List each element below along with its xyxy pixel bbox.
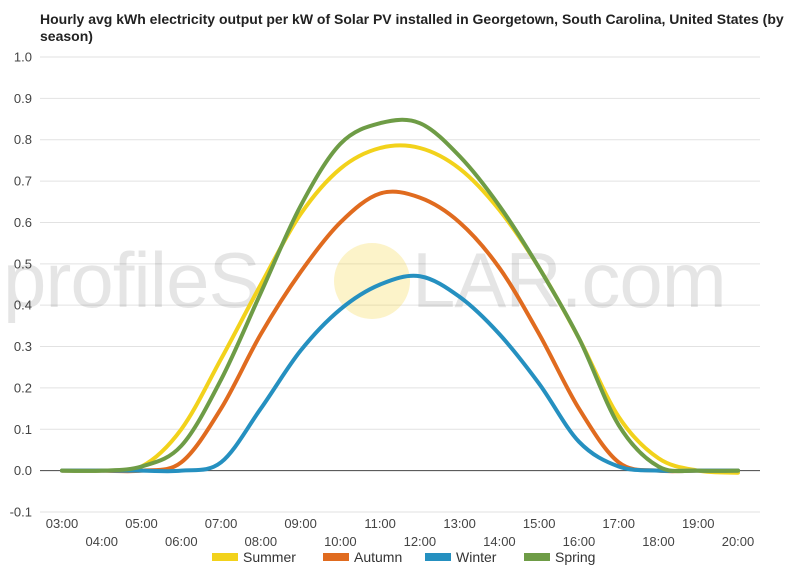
x-tick-label: 03:00 <box>46 516 79 531</box>
legend-swatch-winter <box>425 553 451 561</box>
x-tick-label: 06:00 <box>165 534 198 549</box>
legend-label-summer: Summer <box>243 549 296 565</box>
y-tick-label: 0.8 <box>14 132 32 147</box>
x-tick-label: 13:00 <box>443 516 476 531</box>
y-tick-label: 0.2 <box>14 380 32 395</box>
x-tick-label: 11:00 <box>364 516 396 531</box>
x-tick-label: 12:00 <box>404 534 437 549</box>
series-line-autumn <box>60 189 740 474</box>
series-line-summer <box>60 143 740 475</box>
x-tick-label: 05:00 <box>125 516 158 531</box>
y-tick-label: 0.1 <box>14 422 32 437</box>
series-line-winter <box>60 273 740 474</box>
y-tick-label: 0.9 <box>14 91 32 106</box>
x-tick-label: 04:00 <box>85 534 118 549</box>
x-tick-label: 09:00 <box>284 516 317 531</box>
y-tick-label: 0.4 <box>14 298 32 313</box>
legend-label-spring: Spring <box>555 549 595 565</box>
series-lines <box>60 117 740 475</box>
watermark: profileS LAR.com <box>3 236 727 324</box>
y-axis-ticks: 1.0 0.9 0.8 0.7 0.6 0.5 0.4 0.3 0.2 0.1 0.0 -0.1 <box>10 50 32 520</box>
y-tick-label: 0.5 <box>14 256 32 271</box>
x-tick-label: 18:00 <box>642 534 675 549</box>
x-tick-label: 15:00 <box>523 516 556 531</box>
x-tick-label: 10:00 <box>324 534 357 549</box>
legend-label-winter: Winter <box>456 549 497 565</box>
x-tick-label: 20:00 <box>722 534 755 549</box>
y-tick-label: 0.3 <box>14 339 32 354</box>
x-tick-label: 14:00 <box>483 534 516 549</box>
y-tick-label: 0.0 <box>14 463 32 478</box>
legend: Summer Autumn Winter Spring <box>212 549 595 565</box>
x-axis-ticks: 03:00 04:00 05:00 06:00 07:00 08:00 09:00 10:00… <box>46 516 755 549</box>
x-tick-label: 07:00 <box>205 516 238 531</box>
y-tick-label: -0.1 <box>10 505 32 520</box>
x-tick-label: 16:00 <box>563 534 596 549</box>
y-tick-label: 0.6 <box>14 215 32 230</box>
legend-label-autumn: Autumn <box>354 549 402 565</box>
legend-swatch-autumn <box>323 553 349 561</box>
y-tick-label: 1.0 <box>14 50 32 65</box>
legend-swatch-spring <box>524 553 550 561</box>
x-tick-label: 08:00 <box>245 534 278 549</box>
x-tick-label: 17:00 <box>602 516 635 531</box>
series-line-spring <box>60 117 740 474</box>
watermark-text-left: profileS <box>3 236 259 324</box>
chart-title: Hourly avg kWh electricity output per kW… <box>40 11 784 44</box>
legend-swatch-summer <box>212 553 238 561</box>
y-tick-label: 0.7 <box>14 174 32 189</box>
watermark-text-right: LAR.com <box>412 236 726 324</box>
x-tick-label: 19:00 <box>682 516 715 531</box>
